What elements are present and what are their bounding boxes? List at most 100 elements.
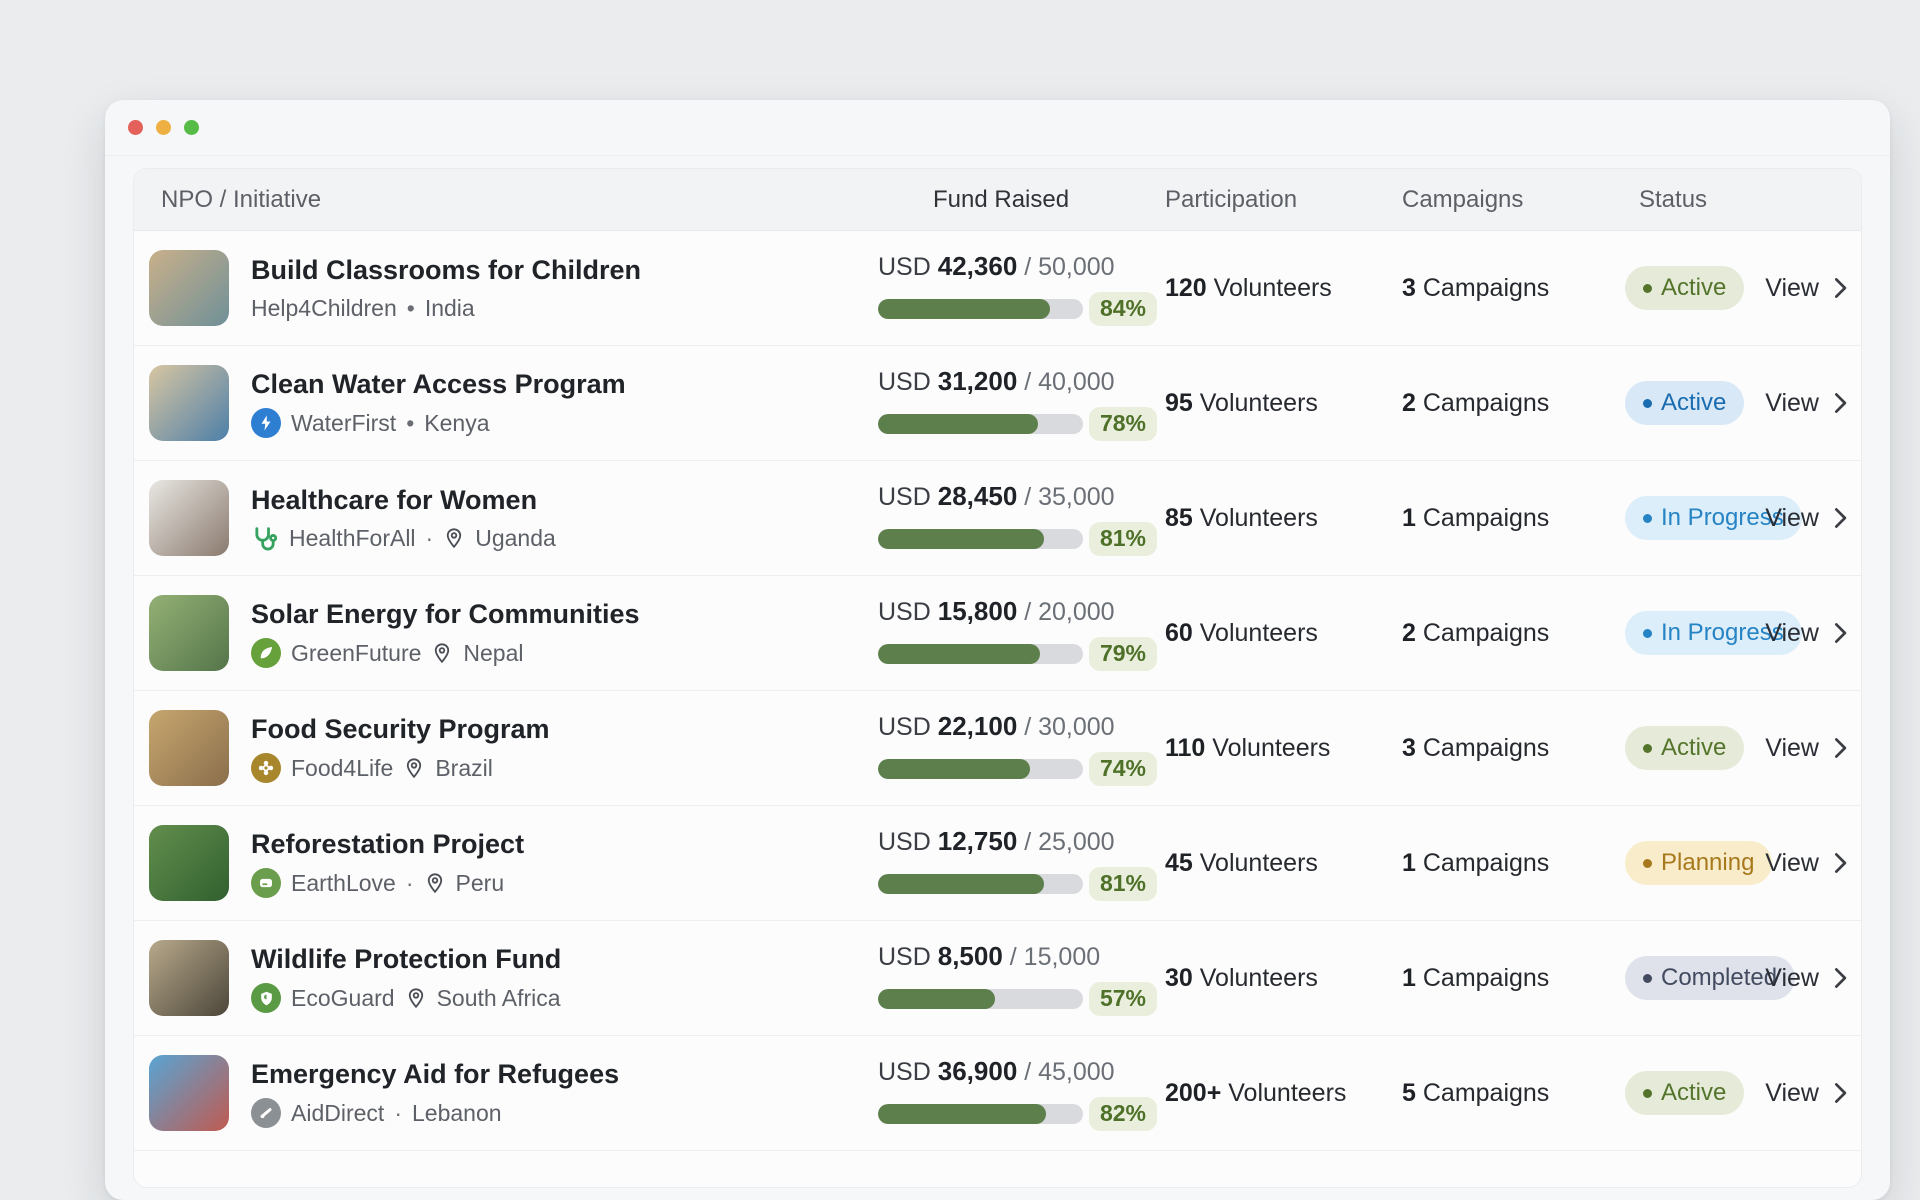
chevron-right-icon [1831,1082,1849,1104]
status-dot-icon [1643,743,1652,753]
percent-badge: 82% [1089,1096,1157,1131]
initiative-thumbnail [149,825,229,901]
raised-amount: 15,800 [937,595,1018,626]
participation-cell: 60 Volunteers [1165,619,1402,648]
raised-amount: 8,500 [937,940,1003,971]
goal-amount: / 30,000 [1024,712,1115,741]
initiative-thumbnail [149,595,229,671]
table-row[interactable]: Food Security Program Food4Life [134,691,1861,806]
goal-amount: / 25,000 [1024,827,1115,856]
view-button[interactable]: View [1764,504,1861,533]
status-dot-icon [1643,1088,1652,1098]
progress-bar [878,643,1083,664]
view-label: View [1765,503,1819,532]
participation-cell: 45 Volunteers [1165,849,1402,878]
close-button[interactable] [128,120,143,135]
participation-cell: 95 Volunteers [1165,389,1402,418]
view-label: View [1765,273,1819,302]
table-row[interactable]: Wildlife Protection Fund EcoGuard [134,921,1861,1036]
zoom-button[interactable] [184,120,199,135]
table-row[interactable]: Healthcare for Women HealthForAll · [134,461,1861,576]
progress-bar-fill [878,643,1040,664]
view-button[interactable]: View [1764,734,1861,763]
campaigns-count: 3 [1402,273,1416,302]
volunteers-label: Volunteers [1199,503,1318,532]
volunteers-label: Volunteers [1199,388,1318,417]
minimize-button[interactable] [156,120,171,135]
progress-bar [878,873,1083,894]
table-row[interactable]: Build Classrooms for Children Help4Child… [134,231,1861,346]
progress-bar [878,758,1083,779]
table-row[interactable]: Clean Water Access Program WaterFirst • … [134,346,1861,461]
chevron-right-icon [1831,967,1849,989]
status-dot-icon [1643,283,1652,293]
goal-amount: / 40,000 [1024,367,1115,396]
view-button[interactable]: View [1764,964,1861,993]
status-label: Active [1661,734,1727,761]
status-dot-icon [1643,513,1652,523]
table-row[interactable]: Reforestation Project EarthLove · [134,806,1861,921]
progress-bar [878,988,1083,1009]
table-header-row: NPO / Initiative Fund Raised Participati… [134,169,1861,231]
status-label: Active [1661,274,1727,301]
food-org-icon [251,753,281,783]
org-name: AidDirect [291,1100,385,1126]
window-titlebar [105,100,1890,156]
status-badge: Active [1625,1071,1745,1115]
water-org-icon [251,408,281,438]
raised-amount: 42,360 [937,250,1018,281]
initiative-thumbnail [149,365,229,441]
org-name: HealthForAll [289,525,416,551]
volunteers-count: 110 [1165,733,1206,762]
window-content: NPO / Initiative Fund Raised Participati… [105,156,1890,1188]
fund-raised-text: USD 31,200 / 40,000 [878,366,1165,397]
campaigns-count: 1 [1402,963,1416,992]
org-name: WaterFirst [291,410,397,436]
fund-raised-text: USD 12,750 / 25,000 [878,826,1165,857]
table-row[interactable]: Solar Energy for Communities GreenFuture [134,576,1861,691]
campaigns-cell: 2 Campaigns [1402,619,1625,648]
progress-bar-fill [878,758,1030,779]
campaigns-label: Campaigns [1422,618,1550,647]
volunteers-count: 45 [1165,848,1193,877]
campaigns-cell: 2 Campaigns [1402,389,1625,418]
campaigns-label: Campaigns [1422,733,1550,762]
status-badge: Active [1625,726,1745,770]
status-label: Completed [1661,964,1778,991]
progress-bar-fill [878,873,1045,894]
earth-org-icon [251,868,281,898]
progress-bar [878,298,1083,319]
percent-badge: 84% [1089,291,1157,326]
location-pin-icon [443,527,465,549]
raised-amount: 28,450 [937,480,1018,511]
org-name: GreenFuture [291,640,422,666]
status-badge: Planning [1625,841,1773,885]
status-label: In Progress [1661,619,1784,646]
location-name: South Africa [436,985,561,1011]
aid-org-icon [251,1098,281,1128]
currency-label: USD [878,1057,931,1086]
chevron-right-icon [1831,507,1849,529]
shield-org-icon [251,983,281,1013]
chevron-right-icon [1831,622,1849,644]
fund-raised-text: USD 42,360 / 50,000 [878,251,1165,282]
goal-amount: / 35,000 [1024,482,1115,511]
status-badge: Active [1625,381,1745,425]
separator-dot: · [405,870,414,896]
leaf-org-icon [251,638,281,668]
view-button[interactable]: View [1764,619,1861,648]
chevron-right-icon [1831,392,1849,414]
progress-bar-fill [878,1103,1047,1124]
volunteers-label: Volunteers [1199,963,1318,992]
view-button[interactable]: View [1764,1079,1861,1108]
volunteers-count: 85 [1165,503,1193,532]
view-button[interactable]: View [1764,389,1861,418]
view-button[interactable]: View [1764,849,1861,878]
status-label: Planning [1661,849,1755,876]
org-name: EarthLove [291,870,396,896]
view-button[interactable]: View [1764,274,1861,303]
app-window: NPO / Initiative Fund Raised Participati… [105,100,1890,1200]
initiative-title: Solar Energy for Communities [251,599,640,629]
progress-bar [878,413,1083,434]
participation-cell: 85 Volunteers [1165,504,1402,533]
